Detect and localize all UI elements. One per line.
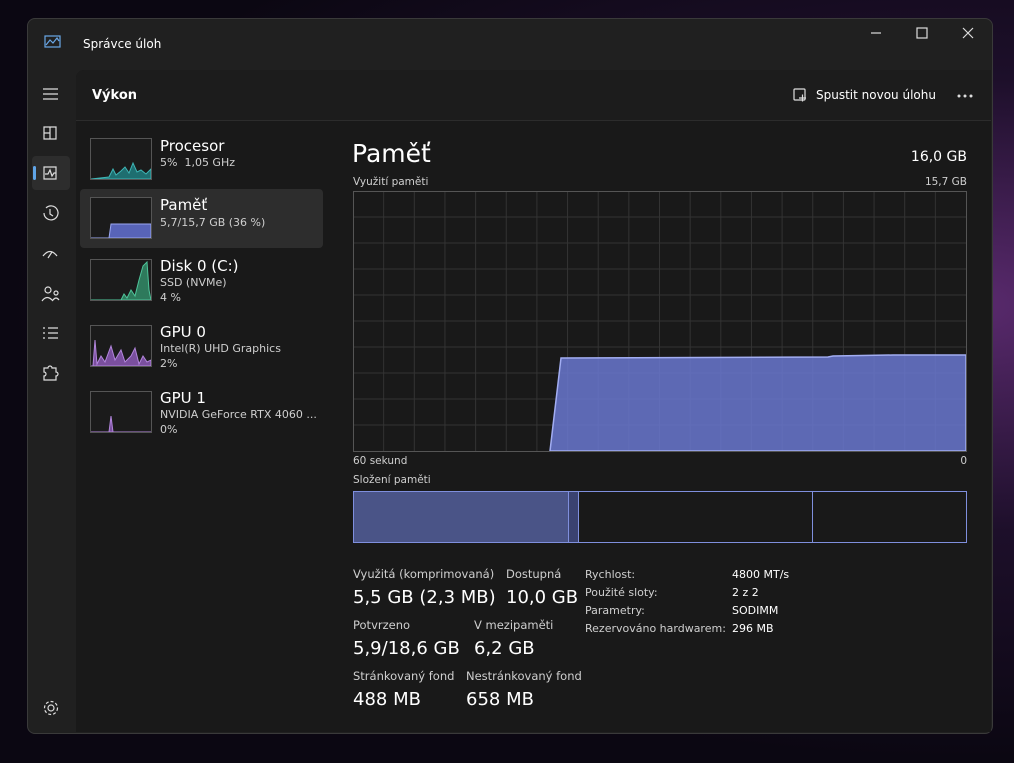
- disk-sparkline-area: [91, 260, 152, 301]
- time-left: 60 sekund: [353, 455, 408, 467]
- stat-label: Potvrzeno: [353, 618, 411, 632]
- detail-value: 296 MB: [732, 622, 774, 635]
- new-task-plus[interactable]: [799, 94, 806, 102]
- detail-label: Použité sloty:: [585, 586, 658, 599]
- detail-value: 2 z 2: [732, 586, 759, 599]
- memory-sparkline: [91, 223, 152, 239]
- nav-history[interactable]: [43, 205, 59, 221]
- stat-label: Stránkovaný fond: [353, 669, 455, 683]
- nav-settings[interactable]: [47, 704, 55, 712]
- graph-border: [353, 191, 967, 452]
- in-use-segment: [353, 491, 569, 543]
- stat-label: V mezipaměti: [474, 618, 554, 632]
- gpu0-thumbnail[interactable]: [90, 325, 152, 367]
- gpu0-sparkline: [91, 339, 152, 367]
- device-name[interactable]: Paměť: [160, 196, 208, 214]
- panel-title: Paměť: [352, 139, 431, 168]
- nav-processes[interactable]: [43, 126, 57, 140]
- device-detail: 5,7/15,7 GB (36 %): [160, 216, 266, 229]
- disk-thumbnail[interactable]: [90, 259, 152, 301]
- device-detail: 4 %: [160, 291, 181, 304]
- memory-usage-area: [549, 354, 967, 452]
- composition-label: Složení paměti: [353, 474, 431, 486]
- device-name[interactable]: GPU 1: [160, 389, 206, 407]
- stat-value: 5,5 GB (2,3 MB): [353, 587, 496, 608]
- device-name[interactable]: GPU 0: [160, 323, 206, 341]
- gpu0-sparkline-area: [91, 339, 152, 367]
- memory-thumbnail[interactable]: [90, 197, 152, 239]
- stat-label: Nestránkovaný fond: [466, 669, 582, 683]
- stat-value: 488 MB: [353, 689, 421, 710]
- app-icon-line: [45, 36, 60, 46]
- standby-segment: [578, 491, 813, 543]
- device-name[interactable]: Disk 0 (C:): [160, 257, 239, 275]
- graph-max: 15,7 GB: [924, 176, 967, 188]
- detail-value: 4800 MT/s: [732, 568, 790, 581]
- device-detail: 0%: [160, 423, 178, 436]
- new-task-button[interactable]: Spustit novou úlohu: [816, 88, 936, 102]
- free-segment: [812, 491, 967, 543]
- window-title: Správce úloh: [83, 37, 162, 51]
- nav-performance[interactable]: [43, 166, 57, 180]
- nav-settings-ring[interactable]: [43, 700, 59, 716]
- stat-label: Dostupná: [506, 567, 562, 581]
- device-detail: 5% 1,05 GHz: [160, 156, 236, 169]
- cpu-sparkline-area: [90, 161, 152, 180]
- detail-value: SODIMM: [732, 604, 779, 617]
- gpu1-sparkline: [91, 415, 151, 433]
- panel-total: 16,0 GB: [910, 149, 967, 165]
- device-detail: 2%: [160, 357, 178, 370]
- device-detail: Intel(R) UHD Graphics: [160, 342, 281, 355]
- stat-value: 6,2 GB: [474, 638, 535, 659]
- cpu-thumbnail[interactable]: [90, 138, 152, 180]
- stat-value: 5,9/18,6 GB: [353, 638, 460, 659]
- nav-users[interactable]: [41, 286, 60, 302]
- close-button[interactable]: [962, 27, 974, 39]
- nav-details[interactable]: [43, 327, 58, 339]
- graph-label: Využití paměti: [353, 176, 429, 188]
- nav-services[interactable]: [43, 365, 59, 381]
- composition-bar: [353, 491, 967, 543]
- header-bar: [76, 70, 991, 121]
- page-title: Výkon: [92, 88, 138, 103]
- nav-indicator: [33, 166, 36, 180]
- detail-label: Rychlost:: [585, 568, 636, 581]
- disk-sparkline: [91, 260, 152, 301]
- memory-graph: [353, 191, 967, 452]
- new-task-icon[interactable]: [793, 88, 806, 101]
- stat-value: 658 MB: [466, 689, 534, 710]
- gpu1-thumbnail[interactable]: [90, 391, 152, 433]
- maximize-button[interactable]: [916, 27, 928, 39]
- modified-segment: [568, 491, 579, 543]
- device-detail: SSD (NVMe): [160, 276, 227, 289]
- more-button[interactable]: [957, 94, 973, 98]
- memory-sparkline-area: [91, 223, 152, 239]
- stat-value: 10,0 GB: [506, 587, 579, 608]
- stat-label: Využitá (komprimovaná): [353, 567, 495, 581]
- cpu-sparkline: [90, 161, 152, 180]
- detail-label: Rezervováno hardwarem:: [585, 622, 726, 635]
- menu-button[interactable]: [43, 88, 58, 100]
- device-name[interactable]: Procesor: [160, 137, 225, 155]
- app-icon: [44, 35, 61, 48]
- time-right: 0: [960, 455, 967, 467]
- gpu1-sparkline-area: [91, 415, 151, 433]
- detail-label: Parametry:: [585, 604, 645, 617]
- device-detail: NVIDIA GeForce RTX 4060 ...: [160, 408, 317, 421]
- nav-startup[interactable]: [42, 250, 58, 259]
